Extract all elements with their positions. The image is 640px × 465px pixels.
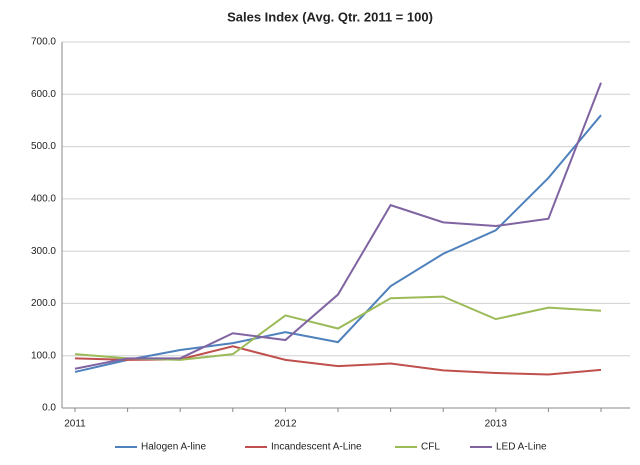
y-tick-label: 500.0	[31, 141, 56, 152]
series-line	[74, 82, 602, 370]
chart-title: Sales Index (Avg. Qtr. 2011 = 100)	[227, 9, 433, 24]
series-line	[74, 295, 602, 361]
legend-label: LED A-Line	[496, 442, 547, 453]
series-line	[74, 114, 602, 373]
x-tick-label: 2012	[274, 419, 297, 430]
legend-label: CFL	[421, 442, 440, 453]
legend-label: Incandescent A-Line	[271, 442, 362, 453]
y-tick-label: 700.0	[31, 37, 56, 48]
y-tick-label: 400.0	[31, 193, 56, 204]
series-line	[74, 345, 602, 376]
y-tick-label: 100.0	[31, 350, 56, 361]
y-tick-label: 600.0	[31, 89, 56, 100]
x-tick-label: 2011	[64, 419, 86, 430]
y-tick-label: 300.0	[31, 246, 56, 257]
y-tick-label: 200.0	[31, 298, 56, 309]
y-tick-label: 0.0	[42, 403, 56, 414]
x-tick-label: 2013	[485, 419, 508, 430]
legend-label: Halogen A-line	[141, 442, 206, 453]
